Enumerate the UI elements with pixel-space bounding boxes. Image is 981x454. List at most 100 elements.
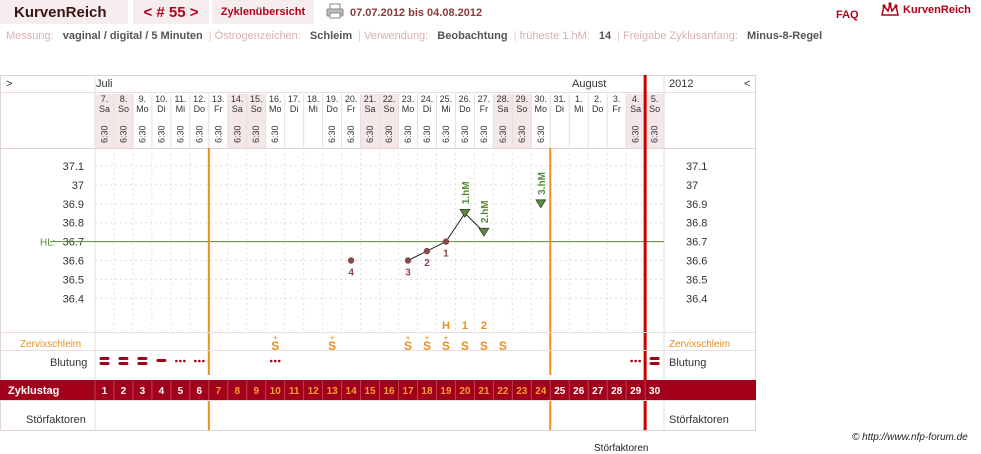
cycle-day-number: 29	[630, 386, 642, 397]
weekend-header-shade	[512, 94, 532, 148]
disturbance-row-label: Störfaktoren	[26, 414, 86, 426]
mucus-symbol: S	[461, 339, 469, 353]
peak-mark: 1	[462, 320, 468, 332]
print-icon[interactable]	[326, 3, 344, 19]
info-bar: Messung: vaginal / digital / 5 Minuten |…	[6, 30, 822, 42]
month-label: August	[572, 78, 606, 90]
day-time: 6:30	[650, 125, 660, 143]
bleeding-medium-mark	[156, 359, 167, 362]
y-tick-label-right: 36.9	[686, 199, 707, 211]
day-time: 6:30	[99, 125, 109, 143]
mucus-mark: +	[424, 333, 429, 343]
crown-icon	[881, 1, 899, 16]
bleeding-light-mark	[183, 359, 186, 363]
cycle-day-number: 28	[611, 386, 623, 397]
cycle-day-number: 1	[102, 386, 108, 397]
info-separator: |	[513, 30, 517, 42]
logo[interactable]: KurvenReich	[880, 1, 971, 18]
bleeding-row-label: Blutung	[50, 357, 87, 369]
temp-highpoint	[535, 199, 547, 209]
cycle-day-label: Zyklustag	[8, 385, 59, 397]
day-weekday: So	[251, 104, 262, 114]
peak-mark: 2	[481, 320, 487, 332]
day-time: 6:30	[137, 125, 147, 143]
day-date: 21.	[364, 94, 377, 104]
day-time: 6:30	[460, 125, 470, 143]
mucus-symbol: S	[328, 339, 336, 353]
date-range: 07.07.2012 bis 04.08.2012	[350, 7, 483, 19]
day-date: 7.	[101, 94, 109, 104]
day-weekday: Do	[459, 104, 471, 114]
day-weekday: Di	[423, 104, 432, 114]
y-tick-label: 36.5	[63, 274, 84, 286]
weekend-header-shade	[626, 94, 646, 148]
day-time: 6:30	[517, 125, 527, 143]
prev-cycle-icon[interactable]: >	[6, 78, 12, 90]
mucus-symbol: S	[499, 339, 507, 353]
cycle-day-number: 13	[327, 386, 339, 397]
y-tick-label: 36.4	[63, 293, 84, 305]
day-weekday: Mo	[402, 104, 415, 114]
cycle-day-number: 23	[516, 386, 528, 397]
y-tick-label: 36.7	[63, 237, 84, 249]
faq-link[interactable]: FAQ	[836, 9, 859, 21]
day-date: 12.	[193, 94, 206, 104]
temp-curve-segment	[426, 241, 447, 252]
info-label: Messung:	[6, 30, 54, 42]
weekend-header-shade	[246, 94, 266, 148]
cycle-day-number: 24	[535, 386, 547, 397]
day-time: 6:30	[536, 125, 546, 143]
year-label: 2012	[669, 78, 693, 90]
day-date: 30.	[535, 94, 548, 104]
temp-curve-segment	[407, 250, 428, 261]
cycle-day-bar	[0, 380, 756, 400]
cycle-overview-link[interactable]: Zyklenübersicht	[212, 0, 314, 24]
day-date: 25.	[440, 94, 453, 104]
day-date: 11.	[174, 94, 186, 104]
day-time: 6:30	[384, 125, 394, 143]
cycle-day-number: 27	[592, 386, 604, 397]
cycle-day-number: 3	[140, 386, 146, 397]
temp-point	[423, 247, 431, 255]
app-name: KurvenReich	[0, 0, 128, 24]
cycle-day-number: 25	[554, 386, 566, 397]
day-date: 1.	[575, 94, 583, 104]
mucus-symbol: S	[271, 339, 279, 353]
day-time: 6:30	[175, 125, 185, 143]
info-label: früheste 1.hM:	[519, 30, 590, 42]
day-date: 4.	[632, 94, 640, 104]
y-tick-label: 37.1	[63, 161, 84, 173]
day-date: 29.	[516, 94, 529, 104]
day-date: 18.	[307, 94, 320, 104]
day-time: 6:30	[422, 125, 432, 143]
weekend-header-shade	[645, 94, 665, 148]
y-tick-label: 36.8	[63, 218, 84, 230]
info-label: Östrogenzeichen:	[214, 30, 301, 42]
mucus-row-label-right: Zervixschleim	[669, 339, 730, 350]
info-label: Freigabe Zyklusanfang:	[623, 30, 738, 42]
day-date: 26.	[459, 94, 472, 104]
day-time: 6:30	[365, 125, 375, 143]
info-label: Verwendung:	[364, 30, 429, 42]
day-weekday: Fr	[612, 104, 621, 114]
bleeding-light-mark	[638, 359, 641, 363]
next-cycle-icon[interactable]: <	[744, 78, 750, 90]
bleeding-light-mark	[273, 359, 277, 363]
cycle-navigator[interactable]: < # 55 >	[133, 0, 209, 24]
day-date: 9.	[139, 94, 147, 104]
day-weekday: So	[649, 104, 660, 114]
stoerfaktoren-footer-label: Störfaktoren	[594, 443, 649, 454]
day-date: 3.	[613, 94, 621, 104]
cycle-day-number: 15	[365, 386, 377, 397]
y-tick-label-right: 36.4	[686, 293, 707, 305]
day-time: 6:30	[327, 125, 337, 143]
y-tick-label-right: 37	[686, 180, 698, 192]
info-separator: |	[208, 30, 212, 42]
day-time: 6:30	[270, 125, 280, 143]
day-date: 28.	[497, 94, 510, 104]
temp-point	[404, 257, 412, 264]
mucus-mark: +	[273, 333, 278, 343]
day-weekday: Do	[326, 104, 338, 114]
day-weekday: Mi	[308, 104, 318, 114]
cycle-day-number: 2	[121, 386, 127, 397]
